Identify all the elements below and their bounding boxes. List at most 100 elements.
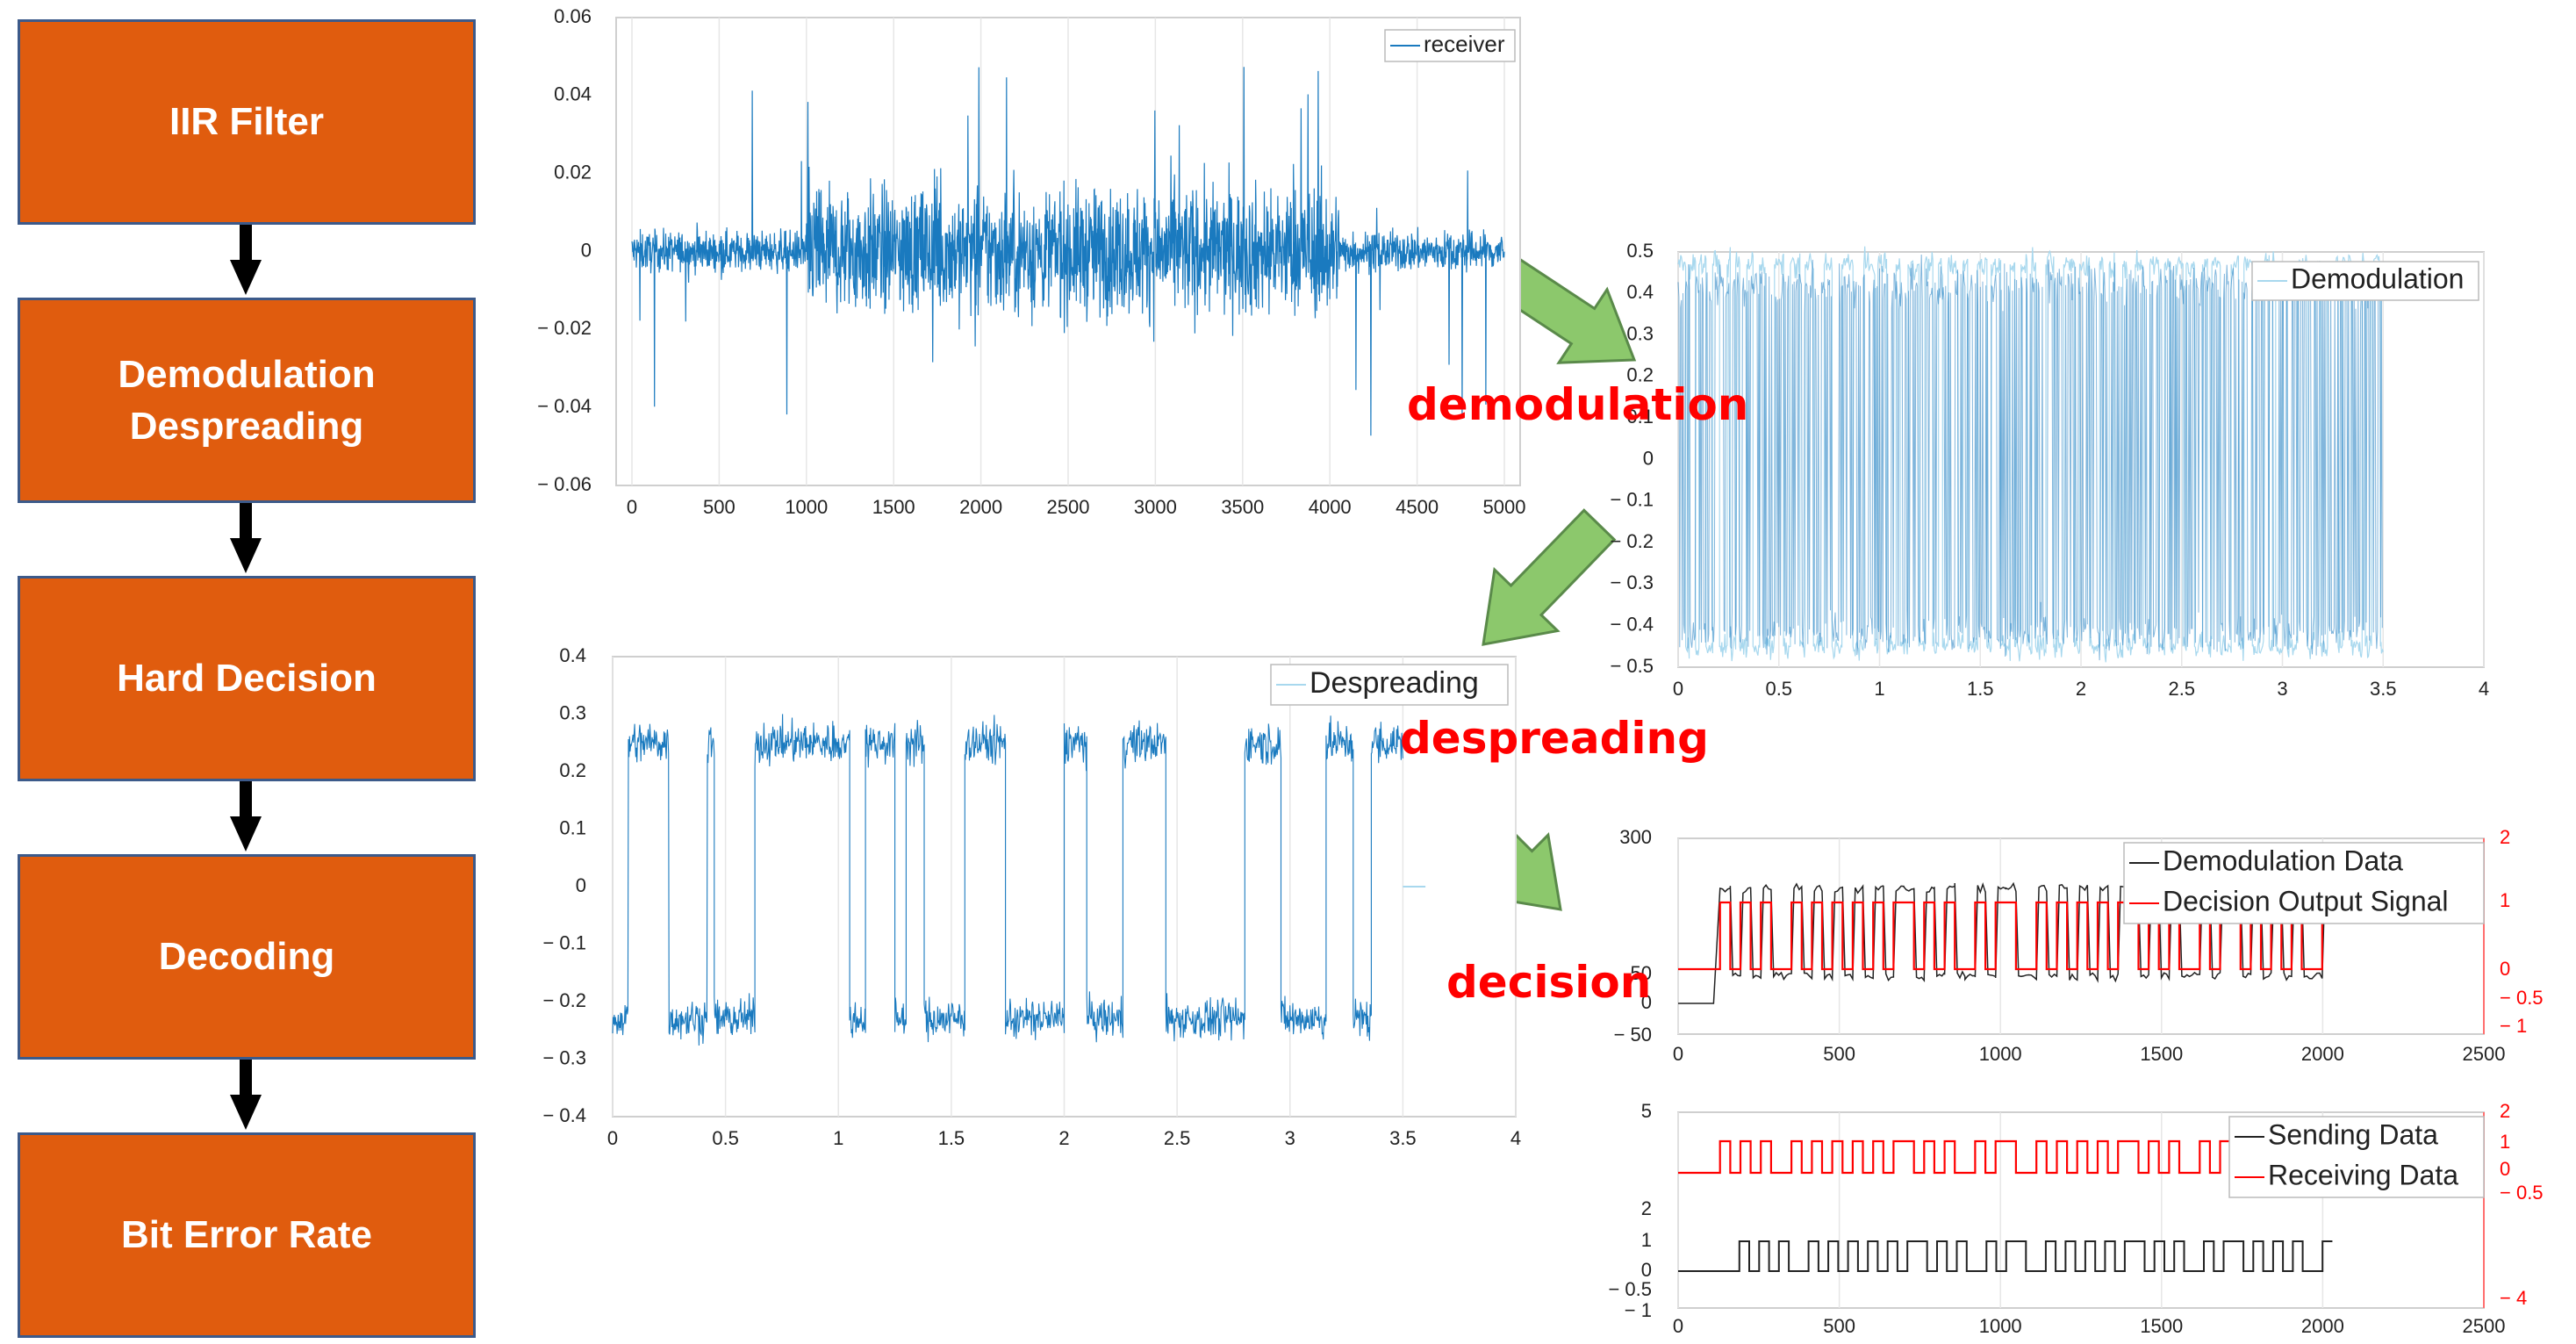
label-despreading: despreading [1400, 713, 1709, 764]
y-left-tick-label: 300 [1619, 826, 1652, 848]
y-tick-label: − 0.2 [1610, 530, 1654, 552]
y-tick-label: − 0.06 [537, 473, 592, 495]
x-tick-label: 0 [1673, 1315, 1683, 1337]
x-tick-label: 500 [1823, 1315, 1855, 1337]
x-tick-label: 0 [627, 496, 637, 518]
y-left-tick-label: − 50 [1614, 1024, 1652, 1046]
y-tick-label: 0.3 [559, 701, 586, 723]
legend-box [2251, 261, 2479, 301]
y-tick-label: 0.4 [559, 644, 586, 666]
y-tick-label: 0.1 [559, 816, 586, 838]
flow-block-iir-filter: IIR Filter [18, 19, 476, 225]
x-tick-label: 0 [607, 1127, 618, 1149]
legend-label: Demodulation [2291, 262, 2464, 294]
legend-label: Receiving Data [2268, 1159, 2458, 1190]
y-tick-label: − 0.3 [542, 1046, 586, 1068]
y-left-tick-label: 2 [1641, 1197, 1652, 1219]
x-tick-label: 1 [833, 1127, 843, 1149]
x-tick-label: 2500 [2463, 1043, 2506, 1065]
y-tick-label: − 0.1 [1610, 489, 1654, 511]
y-left-tick-label: 0 [1641, 991, 1652, 1013]
x-tick-label: 1000 [1979, 1043, 2022, 1065]
flow-block-label: Hard Decision [117, 657, 377, 701]
y-tick-label: − 0.04 [537, 395, 592, 417]
x-tick-label: 2.5 [2168, 678, 2195, 700]
y-left-tick-label: 1 [1641, 1229, 1652, 1251]
flow-arrow-head [230, 538, 262, 573]
y-tick-label: − 0.2 [542, 989, 586, 1011]
chart-despreading: 0 0.5 1 1.5 2 2.5 3 3.5 4 0.4 0.3 0.2 0.1 0 − 0.1 − 0.2… [542, 644, 1521, 1149]
flow-arrow-head [230, 816, 262, 852]
x-tick-label: 2000 [2301, 1043, 2344, 1065]
flow-arrows [230, 225, 262, 1130]
x-tick-label: 2000 [2301, 1315, 2344, 1337]
x-tick-label: 4 [2479, 678, 2489, 700]
flow-arrow-shaft [240, 503, 252, 542]
series-despreading [612, 714, 1403, 1046]
x-tick-label: 0.5 [712, 1127, 739, 1149]
y-tick-label: 0.4 [1626, 281, 1654, 303]
x-tick-label: 2 [1058, 1127, 1069, 1149]
x-tick-label: 3 [1285, 1127, 1295, 1149]
x-tick-label: 2500 [1047, 496, 1090, 518]
y-right-tick-label: − 4 [2500, 1287, 2527, 1309]
flow-block-hard-decision: Hard Decision [18, 576, 476, 781]
y-tick-label: − 0.5 [1610, 655, 1654, 677]
x-tick-label: 1000 [1979, 1315, 2022, 1337]
x-tick-label: 2 [2076, 678, 2086, 700]
legend-label: Sending Data [2268, 1118, 2438, 1150]
flow-arrow-shaft [240, 781, 252, 820]
x-tick-label: 2.5 [1164, 1127, 1191, 1149]
chart-demodulation: 0 0.5 1 1.5 2 2.5 3 3.5 4 0.5 0.4 0.3 0.2 0.1 0 − 0.1 − … [1610, 240, 2489, 700]
legend-box [2228, 1116, 2485, 1198]
y-tick-label: − 0.3 [1610, 571, 1654, 593]
x-tick-label: 0 [1673, 678, 1683, 700]
y-tick-label: 0 [576, 874, 586, 896]
x-tick-label: 3000 [1134, 496, 1177, 518]
x-tick-label: 1500 [2140, 1043, 2183, 1065]
x-tick-label: 3.5 [1389, 1127, 1417, 1149]
x-tick-label: 1500 [2140, 1315, 2183, 1337]
series-receiver [631, 67, 1505, 436]
x-tick-label: 1.5 [938, 1127, 965, 1149]
flow-arrow-head [230, 1095, 262, 1130]
y-right-tick-label: 1 [2500, 1131, 2510, 1153]
y-tick-label: 0.06 [554, 5, 592, 27]
flow-block-label: IIR Filter [169, 100, 325, 144]
series-receiving-data [1678, 1139, 2333, 1175]
x-tick-label: 4500 [1396, 496, 1439, 518]
y-right-tick-label: − 0.5 [2500, 987, 2544, 1009]
x-tick-label: 500 [703, 496, 735, 518]
y-right-tick-label: 2 [2500, 826, 2510, 848]
legend-label: Decision Output Signal [2163, 885, 2449, 916]
label-demodulation: demodulation [1407, 379, 1749, 430]
x-tick-label: 4 [1510, 1127, 1521, 1149]
flow-block-label: Demodulation Despreading [118, 352, 376, 448]
y-right-tick-label: 2 [2500, 1100, 2510, 1122]
x-tick-label: 3500 [1221, 496, 1264, 518]
chart-receiver: 0 500 1000 1500 2000 2500 3000 3500 4000 4500 5000… [537, 5, 1525, 518]
label-decision: decision [1446, 957, 1652, 1008]
legend-box [1270, 664, 1509, 706]
y-tick-label: 0 [581, 239, 592, 261]
y-tick-label: − 0.1 [542, 931, 586, 953]
x-tick-label: 3.5 [2370, 678, 2397, 700]
x-tick-label: 3 [2277, 678, 2287, 700]
legend-box [2123, 842, 2485, 924]
y-tick-label: 0.3 [1626, 322, 1654, 344]
y-left-tick-label: 0 [1641, 1259, 1652, 1281]
y-tick-label: − 0.4 [1610, 614, 1654, 636]
y-left-tick-label: 50 [1631, 962, 1652, 984]
x-tick-label: 0.5 [1765, 678, 1792, 700]
y-right-tick-label: 1 [2500, 889, 2510, 911]
y-right-tick-label: − 0.5 [2500, 1182, 2544, 1204]
y-left-tick-label: − 0.5 [1608, 1278, 1652, 1300]
flow-arrow-shaft [240, 1060, 252, 1098]
x-tick-label: 500 [1823, 1043, 1855, 1065]
x-tick-label: 1.5 [1967, 678, 1994, 700]
y-right-tick-label: 0 [2500, 1158, 2510, 1180]
series-demodulation-trace [1677, 246, 2384, 663]
y-tick-label: − 0.4 [542, 1104, 586, 1126]
